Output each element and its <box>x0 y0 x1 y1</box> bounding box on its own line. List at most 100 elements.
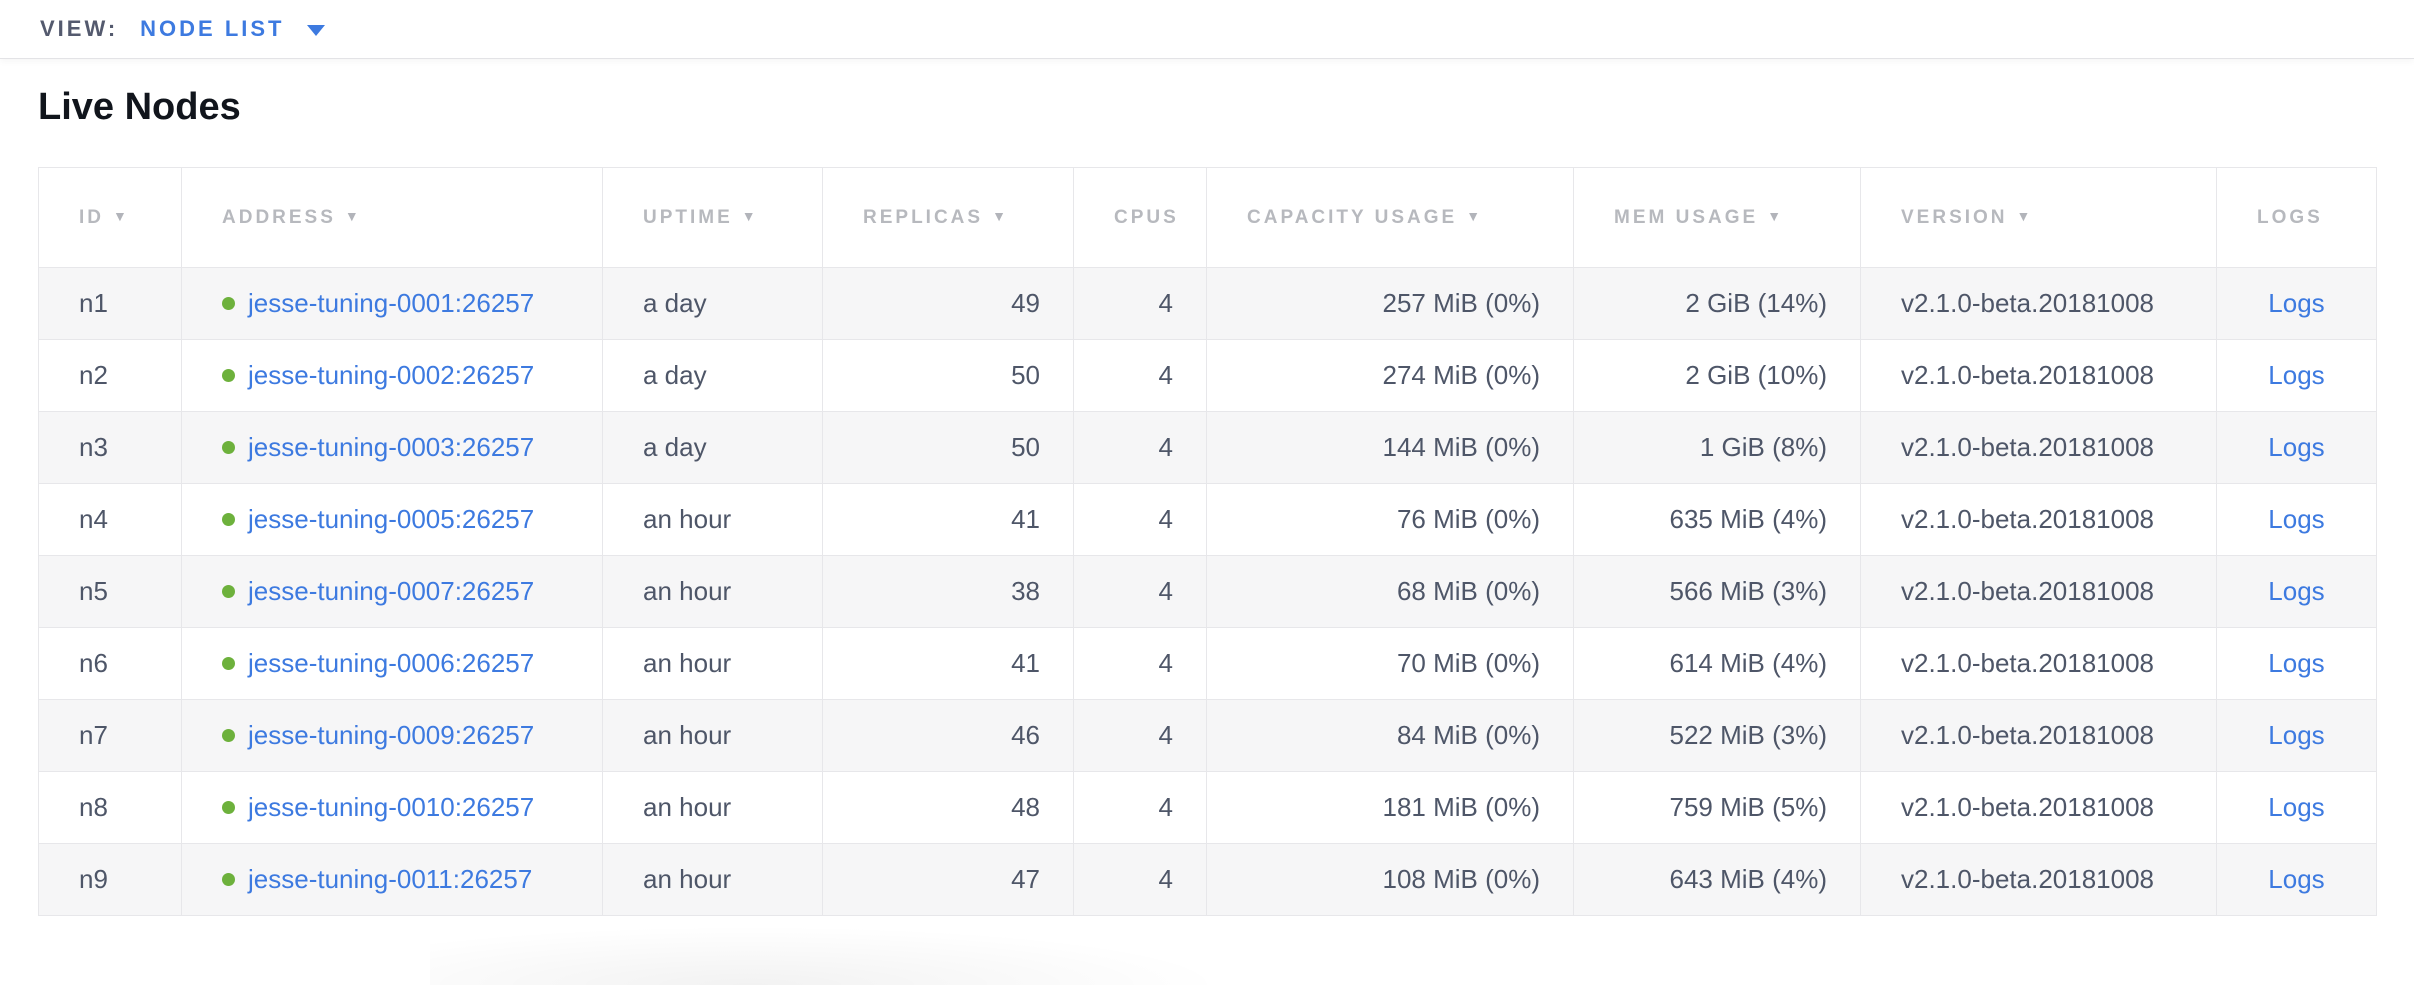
node-address-link[interactable]: jesse-tuning-0002:26257 <box>248 360 535 390</box>
mem-cell: 614 MiB (4%) <box>1573 627 1861 700</box>
id-cell: n9 <box>38 843 182 916</box>
id-cell: n5 <box>38 555 182 628</box>
mem-cell: 635 MiB (4%) <box>1573 483 1861 556</box>
cpus-cell: 4 <box>1073 339 1207 412</box>
address-cell: jesse-tuning-0006:26257 <box>181 627 603 700</box>
live-nodes-table: ID ▼ ADDRESS ▼ UPTIME ▼ REPLICAS ▼ CPUS CAPACITY … <box>38 167 2377 916</box>
table-row: n1 jesse-tuning-0001:26257 a day 49 4 257 MiB… <box>38 267 2377 340</box>
logs-link[interactable]: Logs <box>2268 792 2325 822</box>
address-cell: jesse-tuning-0003:26257 <box>181 411 603 484</box>
logs-cell: Logs <box>2216 267 2377 340</box>
capacity-cell: 144 MiB (0%) <box>1206 411 1574 484</box>
view-dropdown-value: NODE LIST <box>140 16 285 41</box>
logs-link[interactable]: Logs <box>2268 504 2325 534</box>
address-cell: jesse-tuning-0005:26257 <box>181 483 603 556</box>
cpus-cell: 4 <box>1073 555 1207 628</box>
column-header-uptime[interactable]: UPTIME ▼ <box>602 167 823 268</box>
logs-link[interactable]: Logs <box>2268 648 2325 678</box>
capacity-cell: 181 MiB (0%) <box>1206 771 1574 844</box>
version-cell: v2.1.0-beta.20181008 <box>1860 483 2217 556</box>
address-cell: jesse-tuning-0010:26257 <box>181 771 603 844</box>
column-header-capacity[interactable]: CAPACITY USAGE ▼ <box>1206 167 1574 268</box>
address-cell: jesse-tuning-0007:26257 <box>181 555 603 628</box>
live-status-icon <box>222 657 235 670</box>
table-row: n2 jesse-tuning-0002:26257 a day 50 4 274 MiB… <box>38 339 2377 412</box>
cpus-cell: 4 <box>1073 699 1207 772</box>
id-cell: n1 <box>38 267 182 340</box>
node-address-link[interactable]: jesse-tuning-0006:26257 <box>248 648 535 678</box>
uptime-cell: an hour <box>602 843 823 916</box>
view-dropdown[interactable]: NODE LIST <box>140 16 325 42</box>
column-header-label: ID <box>79 206 104 228</box>
cpus-cell: 4 <box>1073 267 1207 340</box>
column-header-label: UPTIME <box>643 206 733 228</box>
version-cell: v2.1.0-beta.20181008 <box>1860 627 2217 700</box>
version-cell: v2.1.0-beta.20181008 <box>1860 339 2217 412</box>
logs-link[interactable]: Logs <box>2268 432 2325 462</box>
address-cell: jesse-tuning-0011:26257 <box>181 843 603 916</box>
uptime-cell: a day <box>602 339 823 412</box>
address-cell: jesse-tuning-0002:26257 <box>181 339 603 412</box>
mem-cell: 643 MiB (4%) <box>1573 843 1861 916</box>
node-address-link[interactable]: jesse-tuning-0001:26257 <box>248 288 535 318</box>
mem-cell: 2 GiB (14%) <box>1573 267 1861 340</box>
capacity-cell: 68 MiB (0%) <box>1206 555 1574 628</box>
logs-link[interactable]: Logs <box>2268 576 2325 606</box>
logs-link[interactable]: Logs <box>2268 288 2325 318</box>
table-row: n4 jesse-tuning-0005:26257 an hour 41 4 76 Mi… <box>38 483 2377 556</box>
live-status-icon <box>222 729 235 742</box>
node-address-link[interactable]: jesse-tuning-0007:26257 <box>248 576 535 606</box>
logs-cell: Logs <box>2216 555 2377 628</box>
replicas-cell: 38 <box>822 555 1074 628</box>
live-status-icon <box>222 369 235 382</box>
node-address-link[interactable]: jesse-tuning-0010:26257 <box>248 792 535 822</box>
node-address-link[interactable]: jesse-tuning-0009:26257 <box>248 720 535 750</box>
sort-descending-icon: ▼ <box>1767 207 1785 224</box>
replicas-cell: 50 <box>822 411 1074 484</box>
replicas-cell: 49 <box>822 267 1074 340</box>
id-cell: n2 <box>38 339 182 412</box>
column-header-mem[interactable]: MEM USAGE ▼ <box>1573 167 1861 268</box>
column-header-address[interactable]: ADDRESS ▼ <box>181 167 603 268</box>
id-cell: n7 <box>38 699 182 772</box>
node-address-link[interactable]: jesse-tuning-0005:26257 <box>248 504 535 534</box>
logs-cell: Logs <box>2216 339 2377 412</box>
table-row: n6 jesse-tuning-0006:26257 an hour 41 4 70 Mi… <box>38 627 2377 700</box>
uptime-cell: an hour <box>602 699 823 772</box>
id-cell: n4 <box>38 483 182 556</box>
version-cell: v2.1.0-beta.20181008 <box>1860 555 2217 628</box>
uptime-cell: an hour <box>602 483 823 556</box>
table-row: n9 jesse-tuning-0011:26257 an hour 47 4 108 M… <box>38 843 2377 916</box>
table-row: n8 jesse-tuning-0010:26257 an hour 48 4 181 M… <box>38 771 2377 844</box>
logs-link[interactable]: Logs <box>2268 864 2325 894</box>
capacity-cell: 257 MiB (0%) <box>1206 267 1574 340</box>
replicas-cell: 41 <box>822 627 1074 700</box>
uptime-cell: a day <box>602 411 823 484</box>
column-header-label: MEM USAGE <box>1614 206 1759 228</box>
version-cell: v2.1.0-beta.20181008 <box>1860 699 2217 772</box>
mem-cell: 566 MiB (3%) <box>1573 555 1861 628</box>
mem-cell: 522 MiB (3%) <box>1573 699 1861 772</box>
uptime-cell: a day <box>602 267 823 340</box>
table-row: n3 jesse-tuning-0003:26257 a day 50 4 144 MiB… <box>38 411 2377 484</box>
live-status-icon <box>222 297 235 310</box>
column-header-label: CAPACITY USAGE <box>1247 206 1458 228</box>
table-header-row: ID ▼ ADDRESS ▼ UPTIME ▼ REPLICAS ▼ CPUS CAPACITY … <box>38 167 2377 268</box>
node-address-link[interactable]: jesse-tuning-0003:26257 <box>248 432 535 462</box>
capacity-cell: 84 MiB (0%) <box>1206 699 1574 772</box>
logs-link[interactable]: Logs <box>2268 720 2325 750</box>
column-header-replicas[interactable]: REPLICAS ▼ <box>822 167 1074 268</box>
sort-descending-icon: ▼ <box>1466 207 1484 224</box>
mem-cell: 759 MiB (5%) <box>1573 771 1861 844</box>
logs-link[interactable]: Logs <box>2268 360 2325 390</box>
column-header-id[interactable]: ID ▼ <box>38 167 182 268</box>
capacity-cell: 70 MiB (0%) <box>1206 627 1574 700</box>
logs-cell: Logs <box>2216 627 2377 700</box>
logs-cell: Logs <box>2216 843 2377 916</box>
node-address-link[interactable]: jesse-tuning-0011:26257 <box>248 864 533 894</box>
id-cell: n8 <box>38 771 182 844</box>
mem-cell: 2 GiB (10%) <box>1573 339 1861 412</box>
column-header-version[interactable]: VERSION ▼ <box>1860 167 2217 268</box>
sort-descending-icon: ▼ <box>992 207 1009 224</box>
uptime-cell: an hour <box>602 771 823 844</box>
